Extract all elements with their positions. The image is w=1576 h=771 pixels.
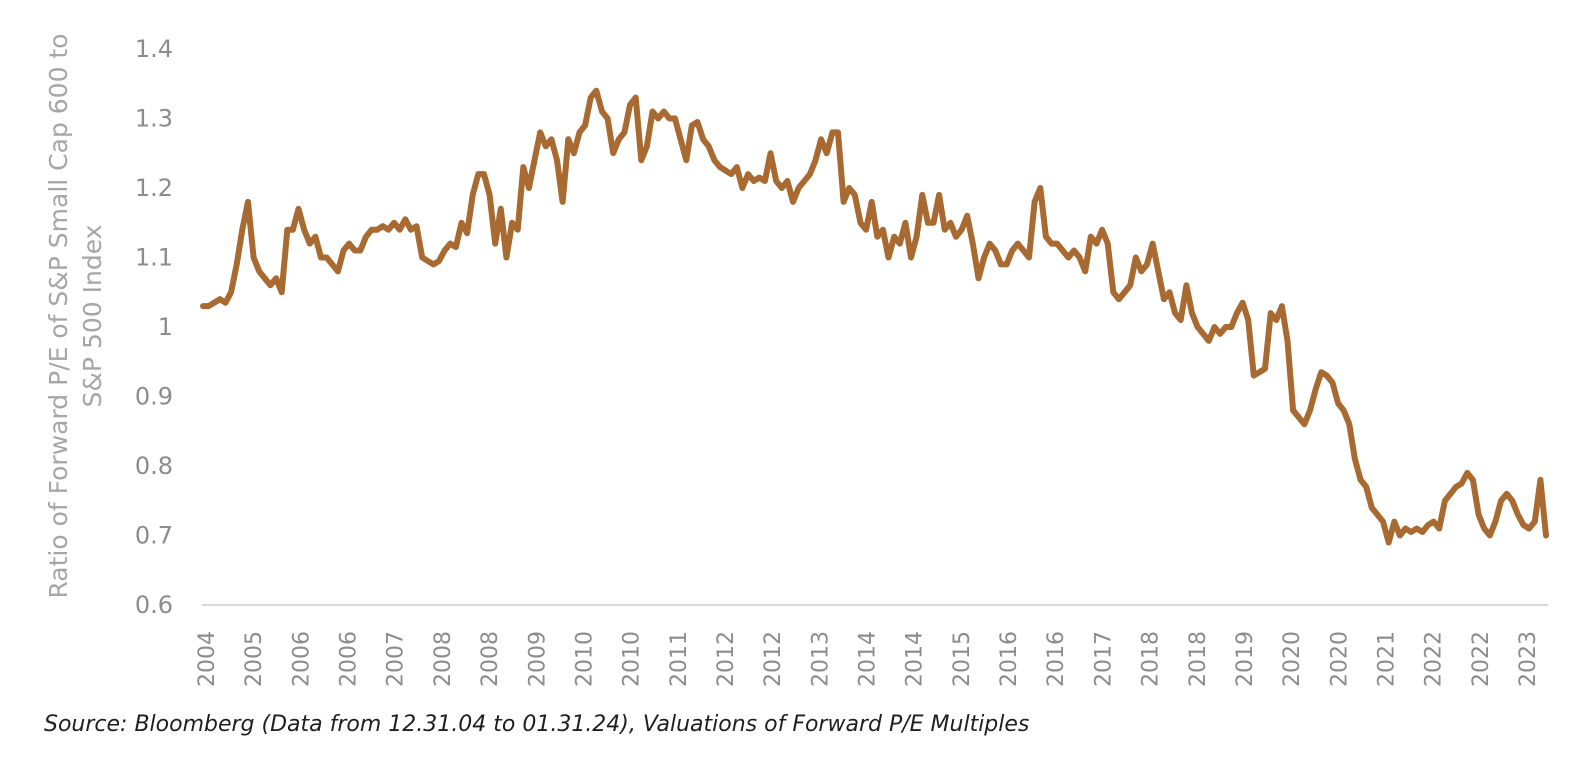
y-tick-label: 0.7 — [135, 522, 173, 550]
x-tick-label: 2008 — [478, 631, 503, 687]
y-tick-label: 1.3 — [135, 105, 173, 133]
x-tick-label: 2017 — [1091, 631, 1116, 687]
x-tick-label: 2020 — [1327, 631, 1352, 687]
x-tick-label: 2006 — [289, 631, 314, 687]
x-tick-label: 2012 — [714, 631, 739, 687]
x-tick-label: 2014 — [903, 631, 928, 687]
x-tick-label: 2018 — [1139, 631, 1164, 687]
x-tick-label: 2015 — [950, 631, 975, 687]
y-tick-label: 1.4 — [135, 35, 173, 63]
x-tick-label: 2014 — [856, 631, 881, 687]
y-tick-label: 0.6 — [135, 591, 173, 619]
y-tick-label: 1 — [158, 313, 173, 341]
x-tick-label: 2019 — [1233, 631, 1258, 687]
x-axis-ticks: 2004 2005 2006 2006 2007 2008 2008 2009 2010 2010… — [195, 631, 1541, 687]
y-axis-ticks: 1.4 1.3 1.2 1.1 1 0.9 0.8 0.7 0.6 — [135, 35, 173, 619]
x-tick-label: 2008 — [431, 631, 456, 687]
y-tick-label: 1.2 — [135, 174, 173, 202]
x-tick-label: 2005 — [242, 631, 267, 687]
y-tick-label: 1.1 — [135, 244, 173, 272]
y-tick-label: 0.8 — [135, 452, 173, 480]
x-tick-label: 2012 — [761, 631, 786, 687]
x-tick-label: 2016 — [1044, 631, 1069, 687]
x-tick-label: 2021 — [1374, 631, 1399, 687]
x-tick-label: 2006 — [337, 631, 362, 687]
x-tick-label: 2007 — [384, 631, 409, 687]
y-tick-label: 0.9 — [135, 383, 173, 411]
x-tick-label: 2022 — [1422, 631, 1447, 687]
x-tick-label: 2022 — [1469, 631, 1494, 687]
x-tick-label: 2010 — [620, 631, 645, 687]
x-tick-label: 2009 — [525, 631, 550, 687]
series-line — [200, 87, 1549, 546]
x-tick-label: 2011 — [667, 631, 692, 687]
x-tick-label: 2010 — [572, 631, 597, 687]
x-tick-label: 2016 — [997, 631, 1022, 687]
y-axis-title-line1: Ratio of Forward P/E of S&P Small Cap 60… — [44, 33, 73, 598]
x-tick-label: 2018 — [1186, 631, 1211, 687]
x-tick-label: 2023 — [1516, 631, 1541, 687]
source-caption: Source: Bloomberg (Data from 12.31.04 to… — [44, 712, 1030, 737]
x-tick-label: 2004 — [195, 631, 220, 687]
x-tick-label: 2013 — [808, 631, 833, 687]
x-tick-label: 2020 — [1280, 631, 1305, 687]
y-axis-title-line2: S&P 500 Index — [78, 225, 107, 408]
